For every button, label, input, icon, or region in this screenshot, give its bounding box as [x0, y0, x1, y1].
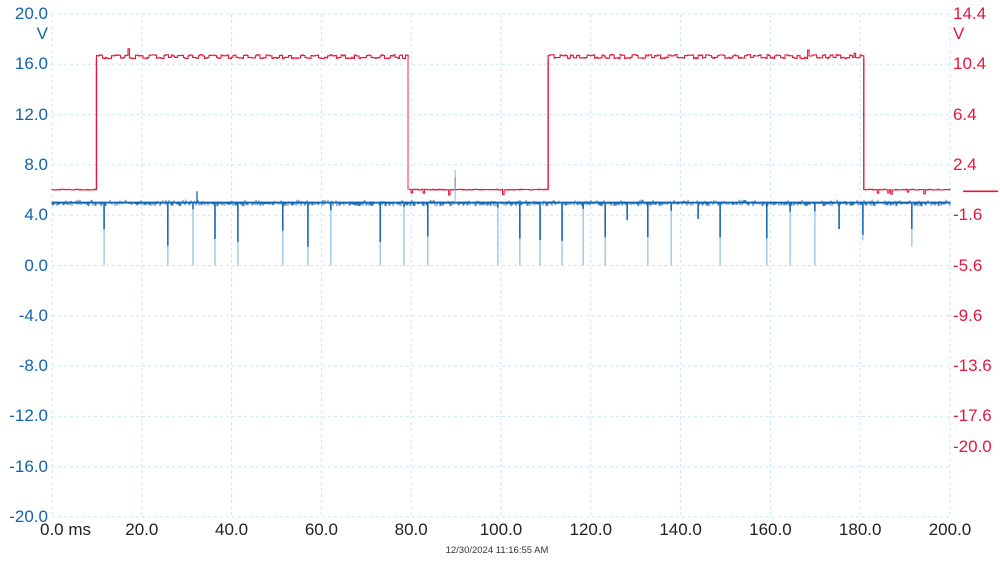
left-axis-tick-label: 12.0: [14, 104, 48, 124]
x-axis-tick-label: 0.0 ms: [40, 520, 92, 539]
red-trace-segment: [51, 188, 98, 191]
red-trace-segment: [407, 188, 549, 196]
x-axis-tick-label: 140.0: [659, 520, 702, 539]
left-axis-unit: V: [36, 24, 48, 43]
left-axis-tick-label: 16.0: [14, 54, 48, 74]
right-axis-tick-label: -5.6: [953, 255, 983, 275]
x-axis-tick-label: 160.0: [749, 520, 792, 539]
red-trace-segment: [547, 49, 865, 60]
left-axis-tick-label: 0.0: [24, 255, 48, 275]
right-axis-tick-label: 14.4: [953, 4, 987, 23]
left-axis-tick-label: -12.0: [9, 406, 48, 426]
left-axis-tick-label: -8.0: [18, 356, 48, 376]
left-axis-tick-label: 4.0: [24, 205, 48, 225]
left-axis-tick-label: -16.0: [9, 456, 48, 476]
x-axis-tick-label: 80.0: [394, 520, 428, 539]
red-trace-segment: [95, 48, 409, 60]
left-axis-tick-label: -4.0: [18, 305, 48, 325]
left-axis-tick-label: -20.0: [9, 507, 48, 526]
right-axis-tick-label: -9.6: [953, 305, 983, 325]
right-axis-tick-label: -17.6: [953, 406, 992, 426]
x-axis-tick-label: 60.0: [304, 520, 338, 539]
right-axis-tick-label: 6.4: [953, 104, 977, 124]
x-axis-tick-label: 100.0: [479, 520, 523, 539]
right-axis-tick-label: 10.4: [953, 54, 987, 74]
red-trace-segment: [863, 188, 951, 195]
right-axis-tick-label: -20.0: [953, 436, 992, 456]
right-axis-tick-label: -1.6: [953, 205, 983, 225]
x-axis-tick-label: 40.0: [215, 520, 249, 539]
right-axis-unit: V: [953, 24, 965, 43]
x-axis-tick-label: 200.0: [928, 520, 972, 539]
left-axis-tick-label: 20.0: [14, 4, 48, 23]
x-axis-tick-label: 180.0: [838, 520, 882, 539]
capture-timestamp: 12/30/2024 11:16:55 AM: [445, 545, 549, 556]
right-axis-tick-label: 2.4: [953, 154, 977, 174]
right-axis-tick-label: -13.6: [953, 356, 992, 376]
x-axis-tick-label: 20.0: [125, 520, 159, 539]
x-axis-tick-label: 120.0: [569, 520, 613, 539]
left-axis-tick-label: 8.0: [24, 154, 48, 174]
